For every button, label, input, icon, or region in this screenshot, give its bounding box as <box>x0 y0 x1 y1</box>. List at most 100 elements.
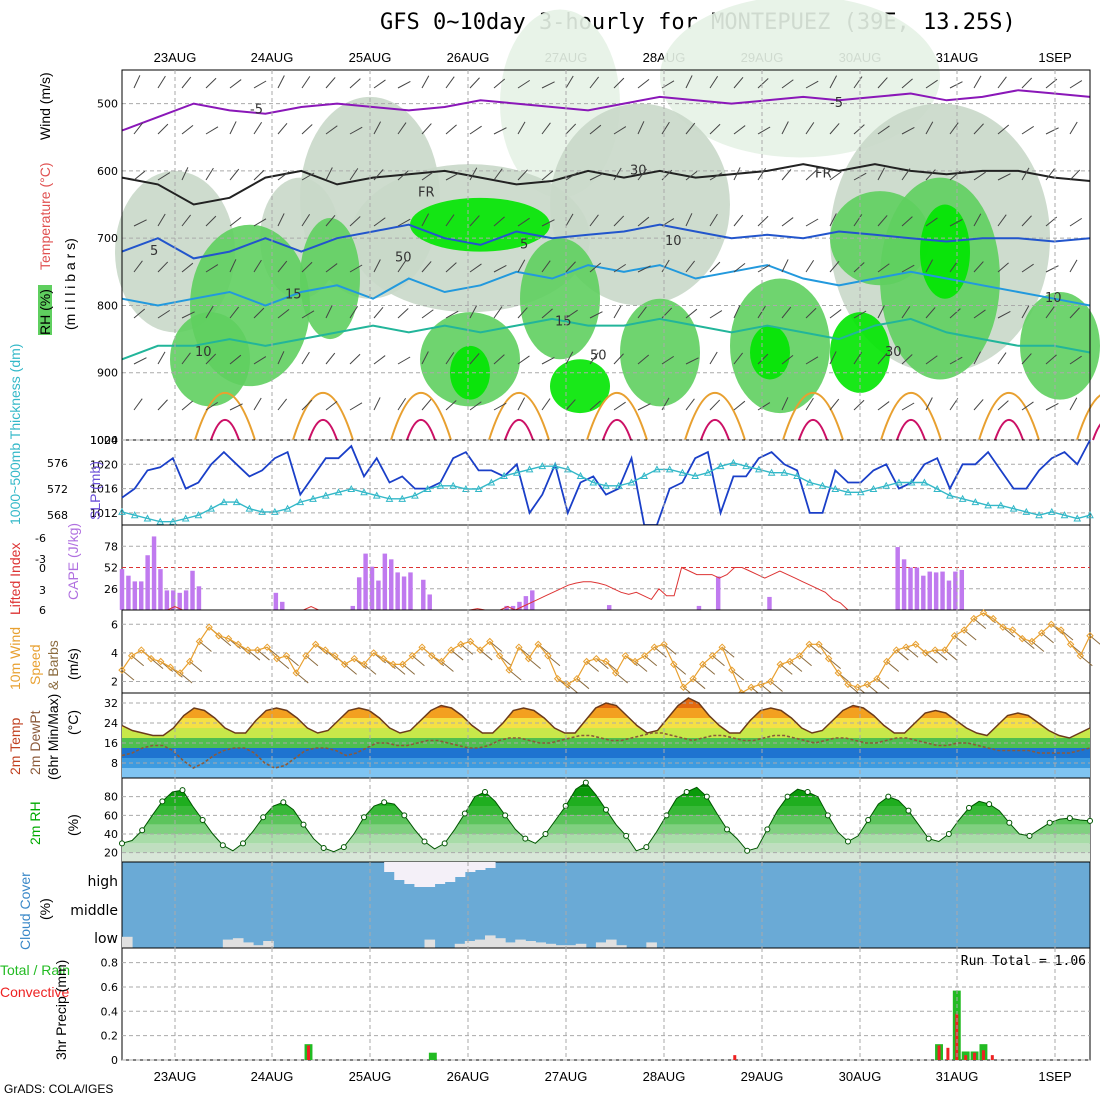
temp-band <box>122 768 1090 778</box>
wind-speed-marker <box>979 609 988 617</box>
wind-barb <box>613 401 626 411</box>
precip-convective-bar <box>990 1055 994 1060</box>
wind-barb <box>877 125 890 135</box>
rh-marker <box>683 789 690 795</box>
wind-speed-marker <box>524 654 533 663</box>
wind-speed-marker <box>495 652 504 660</box>
precip-convective-bar <box>733 1055 737 1060</box>
wind-barb <box>397 218 411 227</box>
cape-bar <box>382 553 388 610</box>
wind-speed-marker <box>631 657 639 666</box>
cape-tick-label: 52 <box>104 562 118 575</box>
wind-barb <box>133 122 144 135</box>
isotherm-25 <box>406 419 436 441</box>
low-cloud-bar <box>606 939 617 948</box>
low-cloud-bar <box>595 942 607 948</box>
isotherm-25 <box>994 419 1024 441</box>
wind-speed-marker <box>592 654 601 663</box>
wind-barb <box>901 402 915 411</box>
wind-speed-marker <box>176 669 184 677</box>
thickness-marker <box>767 468 776 476</box>
wind-barb <box>205 305 214 319</box>
isotherm-20 <box>978 392 1040 441</box>
wind-barb <box>205 77 217 89</box>
wind-barb <box>445 310 459 319</box>
bottom-day-label: 23AUG <box>154 1069 197 1084</box>
wind-barb <box>373 169 384 181</box>
wind-barb <box>541 260 551 273</box>
wind-barb <box>277 122 288 135</box>
wind-barb <box>733 167 741 181</box>
thickness-marker <box>691 471 700 479</box>
wind-speed-marker <box>195 637 204 646</box>
cape-label: CAPE (J/kg) <box>65 523 81 600</box>
cape-bar <box>901 559 907 610</box>
wind-barb <box>1021 125 1035 135</box>
cape-bar <box>940 571 945 610</box>
wind-barb <box>805 307 817 319</box>
contour-label: 10 <box>1045 291 1062 306</box>
wind-barb <box>901 354 913 365</box>
rh-marker <box>764 826 771 833</box>
wind-barb <box>349 216 361 227</box>
wind-barb <box>349 78 361 89</box>
wind-barb <box>1069 121 1078 135</box>
wind-barb <box>373 79 386 89</box>
thickness-marker <box>500 471 508 479</box>
contour-label: 50 <box>590 348 607 363</box>
run-total-label: Run Total = 1.06 <box>961 954 1086 969</box>
wind-barb <box>301 261 313 273</box>
cloud-ylabel-2: (%) <box>37 898 53 920</box>
wind-barb <box>421 351 429 365</box>
wind-barb <box>253 121 263 135</box>
wind-barb <box>301 351 310 365</box>
precip-tick-label: 0 <box>111 1054 118 1067</box>
slp-tick-label: 1020 <box>90 458 118 471</box>
wind-barb <box>157 123 169 135</box>
wind-barb <box>157 172 171 181</box>
wind-barb <box>877 215 888 227</box>
wind-barb <box>229 306 240 319</box>
dewpoint-line <box>121 732 1091 769</box>
rh-contour-area <box>660 0 940 158</box>
top-day-label: 25AUG <box>349 50 392 65</box>
bottom-day-label: 28AUG <box>643 1069 686 1084</box>
wind-barb <box>277 213 285 227</box>
slp-line <box>121 439 1091 526</box>
wind-barb <box>925 121 934 135</box>
wind-barb <box>757 215 769 227</box>
rh-marker <box>744 847 751 854</box>
wind-barb <box>181 167 189 181</box>
wind-barb <box>517 121 526 135</box>
thickness-marker <box>143 514 152 522</box>
wind-barb <box>205 215 217 227</box>
wind-barb <box>517 217 530 227</box>
wind-speed-marker <box>1047 620 1055 629</box>
cape-tick-label: 26 <box>104 583 118 596</box>
thickness-marker <box>270 507 279 515</box>
cloud-high-label: high <box>87 874 118 890</box>
contour-label: FR <box>815 167 832 182</box>
wind-barb <box>709 213 718 227</box>
isotherm-freezing <box>121 163 1091 206</box>
wind-barb <box>277 75 285 89</box>
precip-convective-bar <box>937 1045 941 1060</box>
rh-contour-area <box>410 197 550 252</box>
rh-band <box>122 834 1090 844</box>
contour-label: 5 <box>150 244 158 259</box>
wind-barb <box>565 123 577 135</box>
cape-bar <box>530 590 535 610</box>
slp-tick-label: 1012 <box>90 507 118 520</box>
wind-speed-marker <box>457 640 465 649</box>
low-cloud-bar <box>505 942 516 948</box>
wind-speed-marker <box>563 680 571 689</box>
thickness-marker <box>423 484 432 493</box>
wind-speed-marker <box>1028 637 1036 646</box>
wind-barb <box>613 167 622 181</box>
rh-marker <box>300 821 307 828</box>
wind-barb <box>421 309 434 319</box>
cape-bar <box>280 601 285 610</box>
contour-label: 10 <box>665 234 682 249</box>
wind-barb <box>877 401 890 411</box>
